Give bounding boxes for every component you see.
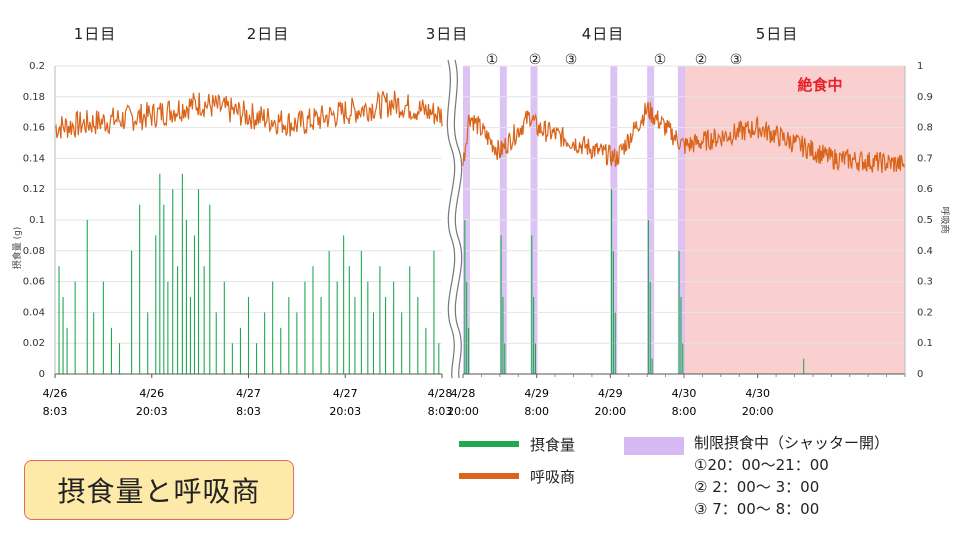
x-tick-label-date: 4/30 <box>672 387 697 400</box>
page-title: 摂食量と呼吸商 <box>57 475 261 508</box>
rq-line <box>462 101 905 174</box>
axis-layer: 0 0.02 0.04 0.06 0.08 0.1 0.12 0.14 0.16 0.18 0.2 0… <box>23 61 933 418</box>
x-tick-label-date: 4/30 <box>745 387 770 400</box>
legend-intake-label: 摂食量 <box>530 436 575 454</box>
x-tick-label-date: 4/29 <box>524 387 549 400</box>
x-tick-label-time: 8:03 <box>428 405 453 418</box>
window-marker-6: ③ <box>730 52 743 68</box>
x-tick-label-date: 4/26 <box>139 387 164 400</box>
window-marker-5: ② <box>695 52 708 68</box>
left-axis-title: 摂食量 (g) <box>11 227 23 270</box>
left-tick-label: 0.2 <box>29 61 45 72</box>
title-box: 摂食量と呼吸商 <box>24 460 294 520</box>
right-tick-label: 0.2 <box>917 307 933 318</box>
left-tick-label: 0.08 <box>23 246 45 257</box>
legend-restricted-swatch <box>624 437 684 455</box>
x-tick-label-date: 4/29 <box>598 387 623 400</box>
x-tick-label-time: 8:03 <box>236 405 261 418</box>
x-tick-label-time: 20:00 <box>594 405 626 418</box>
left-tick-label: 0.04 <box>23 307 45 318</box>
right-tick-label: 0.1 <box>917 338 933 349</box>
right-axis-title: 呼吸商 <box>939 206 951 233</box>
right-tick-label: 0.5 <box>917 215 933 226</box>
x-tick-label-date: 4/27 <box>236 387 261 400</box>
x-tick-label-time: 20:00 <box>742 405 774 418</box>
right-tick-label: 0.7 <box>917 153 933 164</box>
legend-rq-label: 呼吸商 <box>530 468 575 486</box>
window-marker-3: ③ <box>565 52 578 68</box>
legend-slot-2: ② 2：00～ 3：00 <box>694 478 819 496</box>
intake-bars <box>58 173 805 374</box>
x-tick-label-date: 4/28 <box>428 387 453 400</box>
legend-rq-swatch <box>459 473 519 479</box>
legend-slot-1: ①20：00～21：00 <box>694 456 829 474</box>
left-tick-label: 0.14 <box>23 153 45 164</box>
right-tick-label: 0.6 <box>917 184 933 195</box>
day-label-1: 1日目 <box>74 25 117 43</box>
window-marker-1: ① <box>486 52 499 68</box>
right-tick-label: 0 <box>917 369 923 380</box>
x-tick-label-date: 4/28 <box>451 387 476 400</box>
day-label-3: 3日目 <box>426 25 469 43</box>
day-label-4: 4日目 <box>582 25 625 43</box>
right-tick-label: 0.8 <box>917 123 933 134</box>
left-tick-label: 0.02 <box>23 338 45 349</box>
rq-line <box>54 90 443 139</box>
left-tick-label: 0.1 <box>29 215 45 226</box>
window-marker-4: ① <box>654 52 667 68</box>
legend-slot-3: ③ 7：00～ 8：00 <box>694 500 819 518</box>
x-tick-label-date: 4/26 <box>43 387 68 400</box>
left-tick-label: 0.18 <box>23 92 45 103</box>
fasting-label: 絶食中 <box>797 76 842 94</box>
axis-break-mark <box>446 59 456 379</box>
left-tick-label: 0.06 <box>23 277 45 288</box>
x-tick-label-time: 8:00 <box>524 405 549 418</box>
x-tick-label-date: 4/27 <box>333 387 358 400</box>
day-label-5: 5日目 <box>756 25 799 43</box>
axis-break-mark-2 <box>453 59 463 379</box>
x-tick-label-time: 20:03 <box>136 405 168 418</box>
x-tick-label-time: 8:03 <box>43 405 68 418</box>
x-tick-label-time: 8:00 <box>672 405 697 418</box>
x-tick-label-time: 20:00 <box>447 405 479 418</box>
rq-lines <box>54 90 905 174</box>
right-tick-label: 1 <box>917 61 923 72</box>
legend-restricted-label: 制限摂食中（シャッター開） <box>694 434 889 452</box>
left-tick-label: 0.12 <box>23 184 45 195</box>
window-marker-2: ② <box>529 52 542 68</box>
x-tick-label-time: 20:03 <box>329 405 361 418</box>
right-tick-label: 0.9 <box>917 92 933 103</box>
day-label-2: 2日目 <box>247 25 290 43</box>
right-tick-label: 0.3 <box>917 277 933 288</box>
left-tick-label: 0 <box>39 369 45 380</box>
legend-intake-swatch <box>459 441 519 447</box>
left-tick-label: 0.16 <box>23 123 45 134</box>
right-tick-label: 0.4 <box>917 246 933 257</box>
